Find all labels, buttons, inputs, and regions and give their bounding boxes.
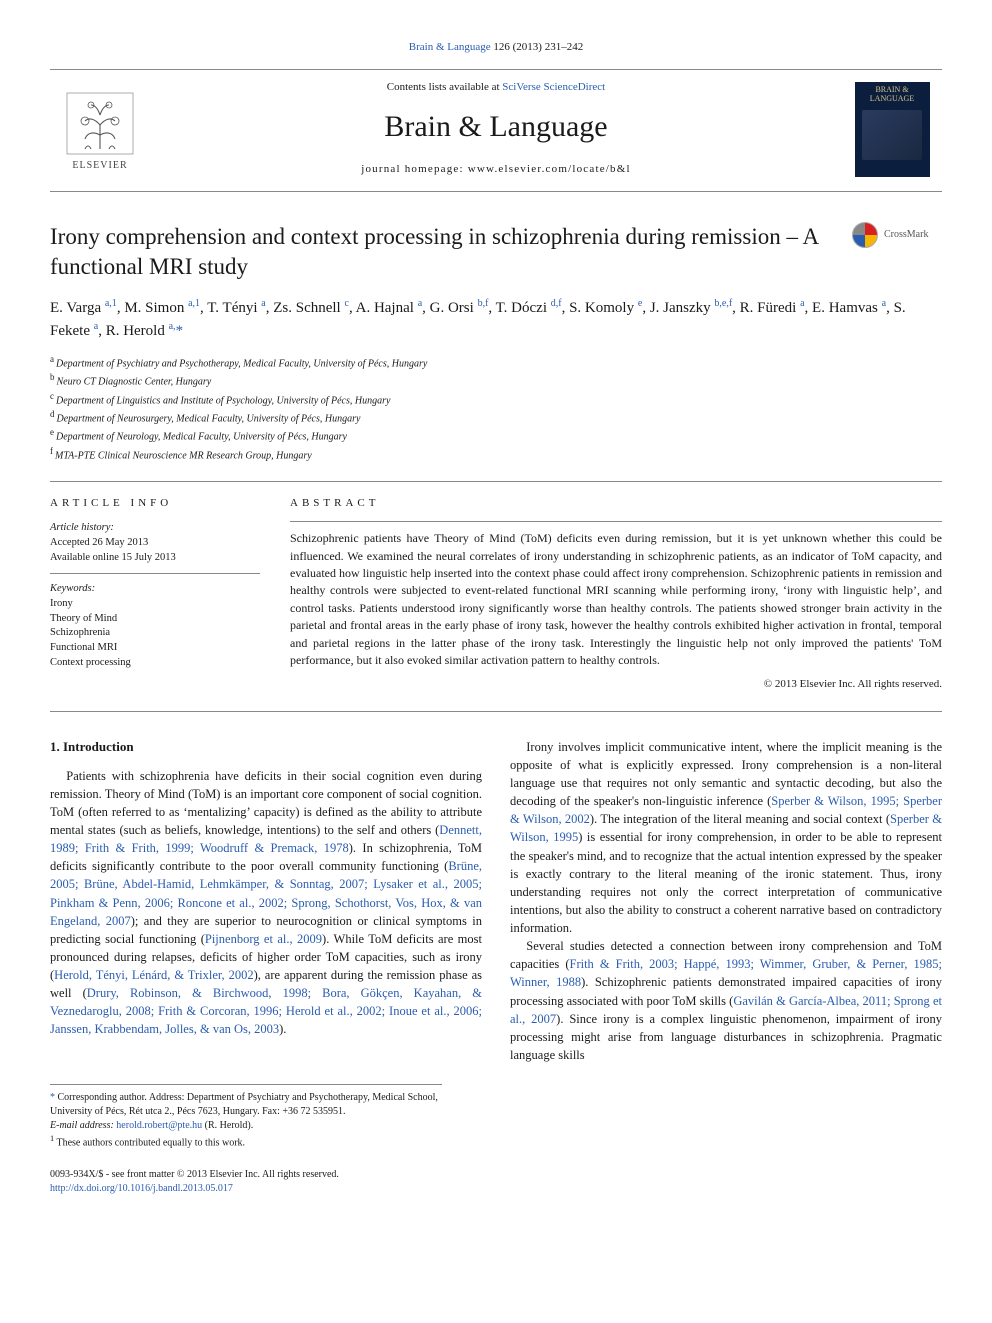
elsevier-wordmark: ELSEVIER (72, 159, 127, 173)
doi-link[interactable]: http://dx.doi.org/10.1016/j.bandl.2013.0… (50, 1183, 233, 1194)
article-info-column: article info Article history: Accepted 2… (50, 496, 260, 693)
elsevier-logo[interactable]: ELSEVIER (60, 87, 140, 177)
affiliation-line: fMTA-PTE Clinical Neuroscience MR Resear… (50, 445, 942, 463)
top-citation-journal-link[interactable]: Brain & Language (409, 41, 491, 53)
crossmark-label: CrossMark (884, 228, 928, 242)
top-citation: Brain & Language 126 (2013) 231–242 (50, 40, 942, 55)
masthead: ELSEVIER Contents lists available at Sci… (50, 69, 942, 192)
affiliation-line: aDepartment of Psychiatry and Psychother… (50, 353, 942, 371)
journal-homepage: journal homepage: www.elsevier.com/locat… (150, 162, 842, 177)
citation-link[interactable]: Pijnenborg et al., 2009 (205, 932, 322, 946)
body-paragraph: Patients with schizophrenia have deficit… (50, 767, 482, 1039)
publisher-logo-area: ELSEVIER (50, 87, 150, 177)
info-abstract-row: article info Article history: Accepted 2… (50, 496, 942, 693)
top-citation-issue: 126 (2013) 231–242 (491, 41, 584, 53)
crossmark-badge[interactable]: CrossMark (852, 222, 942, 248)
email-note: E-mail address: herold.robert@pte.hu (R.… (50, 1119, 442, 1133)
journal-cover-area: BRAIN & LANGUAGE (842, 82, 942, 177)
affiliations: aDepartment of Psychiatry and Psychother… (50, 353, 942, 463)
body-paragraph: Several studies detected a connection be… (510, 937, 942, 1064)
issn-line: 0093-934X/$ - see front matter © 2013 El… (50, 1168, 942, 1182)
abstract-text: Schizophrenic patients have Theory of Mi… (290, 530, 942, 669)
corresponding-author-note: * Corresponding author. Address: Departm… (50, 1091, 442, 1119)
title-row: Irony comprehension and context processi… (50, 222, 942, 282)
sciencedirect-link[interactable]: SciVerse ScienceDirect (502, 81, 605, 93)
keyword: Schizophrenia (50, 626, 260, 641)
journal-cover-thumb[interactable]: BRAIN & LANGUAGE (855, 82, 930, 177)
affiliation-line: dDepartment of Neurosurgery, Medical Fac… (50, 408, 942, 426)
history-label: Article history: (50, 521, 260, 536)
affiliation-line: cDepartment of Linguistics and Institute… (50, 390, 942, 408)
masthead-center: Contents lists available at SciVerse Sci… (150, 80, 842, 177)
abstract-heading: abstract (290, 496, 942, 511)
article-title: Irony comprehension and context processi… (50, 222, 852, 282)
citation-link[interactable]: Herold, Tényi, Lénárd, & Trixler, 2002 (54, 968, 253, 982)
divider (290, 521, 942, 522)
elsevier-tree-icon (65, 91, 135, 156)
corresponding-email-link[interactable]: herold.robert@pte.hu (116, 1120, 202, 1131)
journal-name: Brain & Language (150, 106, 842, 148)
affiliation-line: bNeuro CT Diagnostic Center, Hungary (50, 371, 942, 389)
homepage-prefix: journal homepage: (361, 163, 468, 175)
affiliation-line: eDepartment of Neurology, Medical Facult… (50, 426, 942, 444)
section-heading: 1. Introduction (50, 738, 482, 757)
keywords-block: Keywords: IronyTheory of MindSchizophren… (50, 582, 260, 670)
cover-thumb-title: BRAIN & LANGUAGE (859, 86, 926, 104)
online-date: Available online 15 July 2013 (50, 551, 260, 566)
accepted-date: Accepted 26 May 2013 (50, 536, 260, 551)
citation-link[interactable]: Drury, Robinson, & Birchwood, 1998; Bora… (50, 986, 482, 1036)
abstract-copyright: © 2013 Elsevier Inc. All rights reserved… (290, 677, 942, 692)
keyword: Functional MRI (50, 641, 260, 656)
divider (50, 711, 942, 712)
authors-line: E. Varga a,1, M. Simon a,1, T. Tényi a, … (50, 296, 942, 343)
article-info-heading: article info (50, 496, 260, 511)
body-paragraph: Irony involves implicit communicative in… (510, 738, 942, 937)
article-history-block: Article history: Accepted 26 May 2013 Av… (50, 521, 260, 574)
abstract-column: abstract Schizophrenic patients have The… (290, 496, 942, 693)
divider (50, 481, 942, 482)
contents-prefix: Contents lists available at (387, 81, 502, 93)
bottom-matter: 0093-934X/$ - see front matter © 2013 El… (50, 1168, 942, 1196)
keyword: Irony (50, 597, 260, 612)
keywords-list: IronyTheory of MindSchizophreniaFunction… (50, 597, 260, 670)
equal-contrib-note: 1 These authors contributed equally to t… (50, 1133, 442, 1150)
contents-line: Contents lists available at SciVerse Sci… (150, 80, 842, 95)
keyword: Context processing (50, 656, 260, 671)
email-label: E-mail address: (50, 1120, 116, 1131)
crossmark-icon (852, 222, 878, 248)
homepage-url[interactable]: www.elsevier.com/locate/b&l (468, 163, 631, 175)
body-columns: 1. Introduction Patients with schizophre… (50, 738, 942, 1064)
keyword: Theory of Mind (50, 612, 260, 627)
keywords-label: Keywords: (50, 582, 260, 597)
footnotes: * Corresponding author. Address: Departm… (50, 1084, 442, 1150)
cover-thumb-image (862, 110, 922, 160)
